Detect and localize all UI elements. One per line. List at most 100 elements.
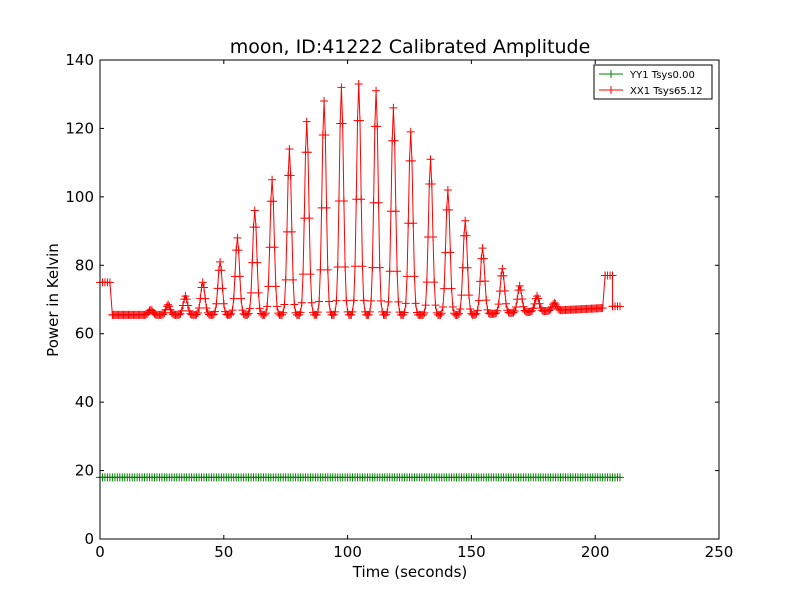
series-xx1-point bbox=[358, 262, 367, 271]
series-xx1-point bbox=[182, 295, 191, 304]
y-tick-label: 0 bbox=[84, 530, 94, 548]
series-xx1-point bbox=[211, 307, 220, 316]
series-xx1-point bbox=[391, 207, 400, 216]
series-xx1-point bbox=[615, 302, 624, 311]
series-xx1-point bbox=[385, 267, 394, 276]
series-xx1-point bbox=[270, 243, 279, 252]
series-xx1-point bbox=[315, 297, 324, 306]
series-xx1-point bbox=[464, 291, 473, 300]
series-xx1-point bbox=[287, 227, 296, 236]
series-xx1-point bbox=[235, 272, 244, 281]
series-xx1-point bbox=[297, 298, 306, 307]
series-xx1-point bbox=[238, 306, 247, 315]
series-xx1-point bbox=[456, 304, 465, 313]
series-xx1-point bbox=[374, 198, 383, 207]
series-xx1-point bbox=[229, 294, 238, 303]
series-xx1-point bbox=[313, 308, 322, 317]
series-xx1-point bbox=[227, 309, 236, 318]
y-tick-label: 60 bbox=[75, 325, 94, 343]
series-xx1-point bbox=[498, 264, 507, 273]
series-xx1-point bbox=[351, 262, 360, 271]
x-axis-label: Time (seconds) bbox=[352, 563, 468, 581]
series-xx1-point bbox=[243, 310, 252, 319]
series-xx1-point bbox=[357, 195, 366, 204]
series-xx1-point bbox=[198, 278, 207, 287]
series-xx1-point bbox=[390, 136, 399, 145]
y-tick-label: 140 bbox=[65, 51, 94, 69]
series-xx1-point bbox=[474, 296, 483, 305]
series-xx1-point bbox=[598, 304, 607, 313]
y-tick-label: 80 bbox=[75, 256, 94, 274]
series-xx1-point bbox=[193, 308, 202, 317]
series-xx1-point bbox=[438, 303, 447, 312]
series-xx1-point bbox=[493, 306, 502, 315]
series-xx1-point bbox=[339, 197, 348, 206]
legend: YY1 Tsys0.00 XX1 Tsys65.12 bbox=[593, 64, 713, 100]
series-xx1-point bbox=[494, 300, 503, 309]
series-xx1-point bbox=[431, 301, 440, 310]
series-xx1-point bbox=[349, 296, 358, 305]
series-xx1-point bbox=[201, 294, 210, 303]
series-xx1-point bbox=[303, 148, 312, 157]
series-xx1-point bbox=[502, 299, 511, 308]
series-xx1-point bbox=[429, 232, 438, 241]
series-xx1-point bbox=[406, 127, 415, 136]
series-xx1-point bbox=[321, 131, 330, 140]
series-xx1-point bbox=[462, 231, 471, 240]
series-xx1-point bbox=[250, 206, 259, 215]
series-xx1-point bbox=[218, 284, 227, 293]
series-xx1-point bbox=[372, 86, 381, 95]
series-xx1-point bbox=[195, 304, 204, 313]
series-xx1-point bbox=[333, 262, 342, 271]
series-xx1-point bbox=[383, 308, 392, 317]
series-xx1-point bbox=[105, 278, 114, 287]
series-xx1-point bbox=[320, 97, 329, 106]
series-xx1-point bbox=[253, 258, 262, 267]
series-xx1-point bbox=[244, 309, 253, 318]
ticks-layer: 0 50 100 150 200 250 0 20 40 60 80 100 120 140 bbox=[65, 51, 733, 561]
series-xx1-point bbox=[164, 300, 173, 309]
series-xx1-point bbox=[534, 294, 543, 303]
series-xx1-point bbox=[420, 308, 429, 317]
series-xx1-point bbox=[261, 309, 270, 318]
series-xx1-point bbox=[426, 155, 435, 164]
series-xx1-point bbox=[332, 296, 341, 305]
series-xx1-point bbox=[268, 175, 277, 184]
series-xx1-point bbox=[165, 302, 174, 311]
series-xx1-point bbox=[355, 116, 364, 125]
legend-label-xx1: XX1 Tsys65.12 bbox=[630, 86, 703, 97]
series-xx1-point bbox=[255, 304, 264, 313]
series-xx1-point bbox=[234, 246, 243, 255]
series-xx1-point bbox=[260, 310, 269, 319]
series-xx1-point bbox=[499, 271, 508, 280]
series-xx1-point bbox=[443, 186, 452, 195]
series-xx1-point bbox=[446, 248, 455, 257]
series-xx1-point bbox=[159, 310, 168, 319]
series-xx1-point bbox=[280, 300, 289, 309]
series-xx1-point bbox=[608, 271, 617, 280]
legend-marker-xx1 bbox=[607, 86, 615, 94]
series-xx1-point bbox=[430, 278, 439, 287]
series-xx1-point bbox=[368, 263, 377, 272]
series-xx1-point bbox=[478, 244, 487, 253]
series-xx1-point bbox=[515, 281, 524, 290]
series-xx1-point bbox=[509, 308, 518, 317]
series-xx1-point bbox=[331, 307, 340, 316]
series-xx1-point bbox=[519, 302, 528, 311]
series-xx1-point bbox=[500, 286, 509, 295]
series-xx1-point bbox=[199, 283, 208, 292]
y-tick-label: 40 bbox=[75, 393, 94, 411]
x-tick-label: 0 bbox=[95, 543, 105, 561]
series-xx1-point bbox=[251, 223, 260, 232]
series-xx1-point bbox=[299, 270, 308, 279]
series-xx1-point bbox=[427, 179, 436, 188]
series-xx1-point bbox=[325, 297, 334, 306]
series-xx1-point bbox=[461, 216, 470, 225]
series-xx1-point bbox=[254, 288, 263, 297]
series-xx1-point bbox=[337, 83, 346, 92]
series-xx1-point bbox=[422, 278, 431, 287]
series-xx1-point bbox=[348, 307, 357, 316]
series-xx1-point bbox=[419, 310, 428, 319]
